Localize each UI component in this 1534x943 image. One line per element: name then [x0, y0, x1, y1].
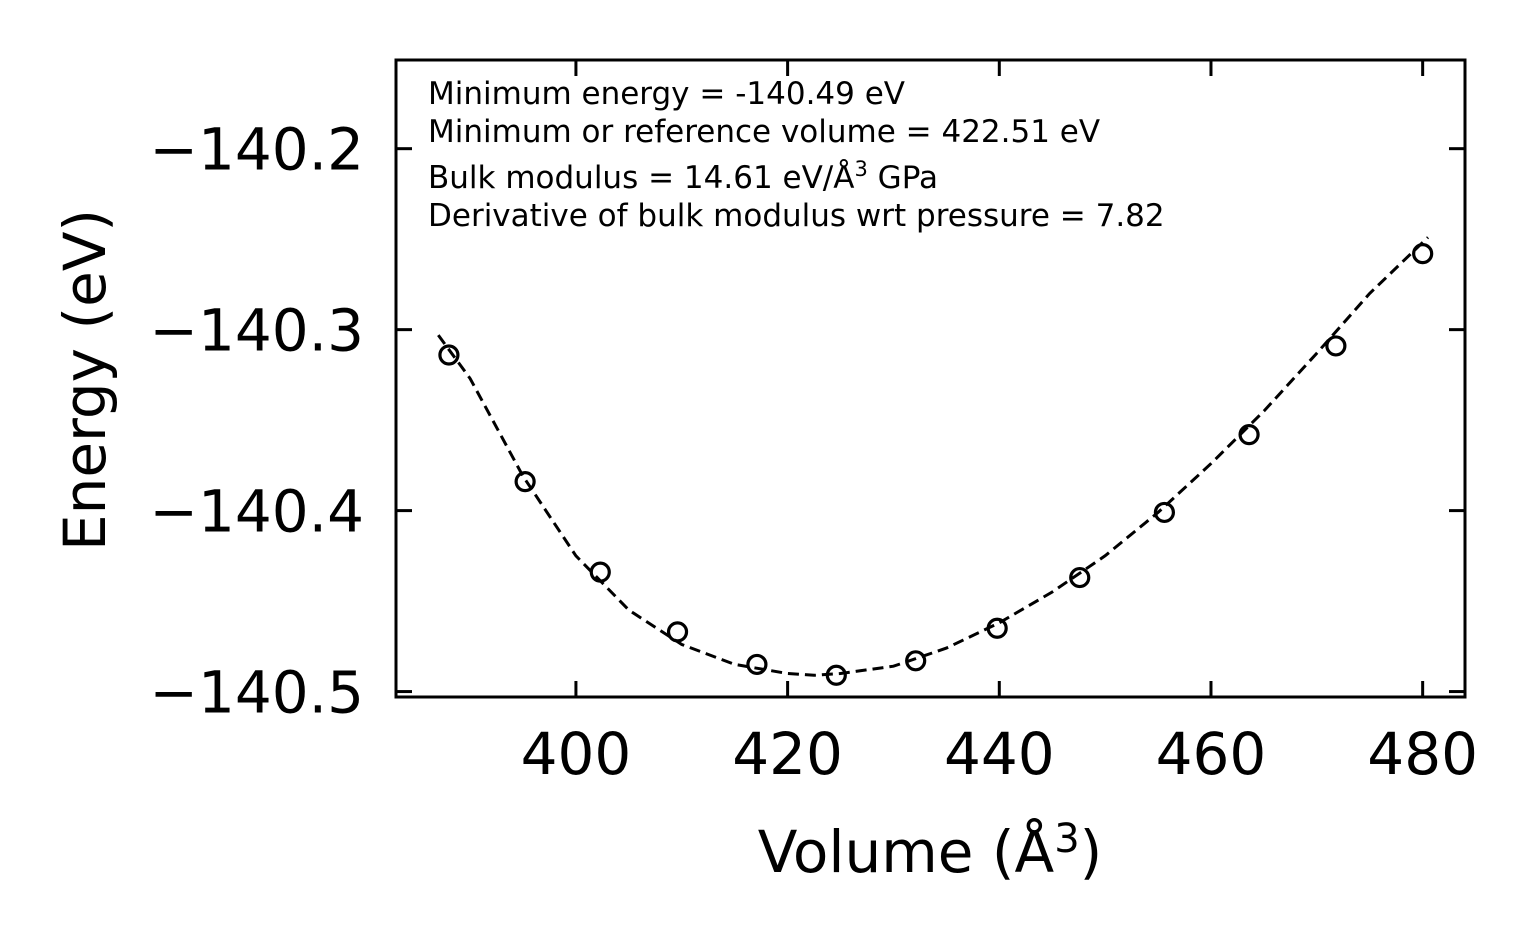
data-point [438, 344, 460, 366]
x-axis-label: Volume (Å3) [758, 816, 1103, 886]
axes-frame [394, 58, 1467, 699]
x-tick-label: 460 [1156, 720, 1267, 788]
data-point [1153, 501, 1176, 524]
data-point [666, 621, 689, 643]
data-point [1325, 335, 1347, 357]
data-point [905, 650, 927, 672]
data-point [514, 471, 536, 493]
data-point [1069, 566, 1091, 589]
data-point [746, 653, 768, 676]
data-point [986, 617, 1008, 639]
y-tick-label: −140.4 [149, 478, 364, 546]
fit-curve [437, 236, 1430, 677]
y-tick-label: −140.3 [149, 297, 364, 365]
data-point [1412, 243, 1434, 265]
data-point [825, 664, 847, 686]
y-tick-label: −140.5 [149, 659, 364, 727]
data-point [589, 561, 611, 583]
annotation-min-energy: Minimum energy = -140.49 eV [428, 76, 905, 112]
y-tick-label: −140.2 [149, 116, 364, 184]
data-point [1238, 423, 1260, 446]
x-tick-label: 440 [944, 720, 1055, 788]
x-tick-label: 480 [1367, 720, 1478, 788]
plot-area [437, 236, 1434, 686]
annotation-min-volume: Minimum or reference volume = 422.51 eV [428, 114, 1100, 150]
ticks: 400 420 440 460 480 −140.2 −140.3 −140.4 −140.5 [149, 60, 1478, 788]
x-tick-label: 420 [732, 720, 843, 788]
y-axis-label: Energy (eV) [51, 209, 119, 551]
annotation-bulk-modulus: Bulk modulus = 14.61 eV/Å3 GPa [428, 157, 938, 196]
x-tick-label: 400 [521, 720, 632, 788]
annotation-derivative: Derivative of bulk modulus wrt pressure … [428, 198, 1165, 234]
